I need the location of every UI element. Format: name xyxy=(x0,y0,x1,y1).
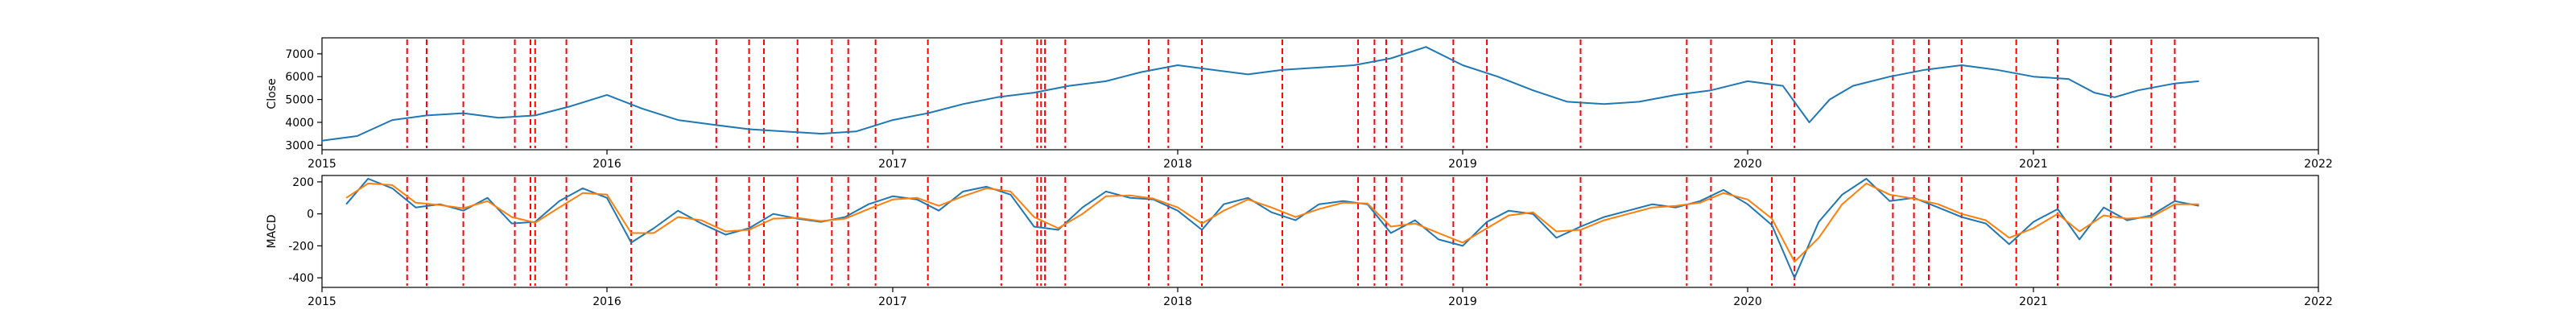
close-y-tick-label: 3000 xyxy=(285,139,314,152)
close-y-tick-label: 4000 xyxy=(285,117,314,130)
macd-panel: -400 -200 0 200 2015 2016 2017 2018 2019 2020 2021… xyxy=(266,175,2333,308)
close-x-tick-label: 2022 xyxy=(2304,158,2333,171)
macd-series-line-1 xyxy=(345,182,2199,263)
close-x-tick-label: 2016 xyxy=(592,158,621,171)
macd-y-tick-label: -200 xyxy=(288,240,314,253)
close-x-tick-label: 2019 xyxy=(1448,158,1477,171)
close-y-tick-label: 6000 xyxy=(285,71,314,84)
close-y-tick-label: 7000 xyxy=(285,48,314,61)
close-x-tick-label: 2017 xyxy=(878,158,907,171)
close-y-axis-label: Close xyxy=(266,78,279,109)
macd-y-tick-label: 200 xyxy=(292,176,314,189)
macd-x-tick-label: 2021 xyxy=(2019,295,2048,308)
macd-x-tick-label: 2017 xyxy=(878,295,907,308)
close-x-tick-label: 2020 xyxy=(1733,158,1762,171)
macd-y-tick-label: 0 xyxy=(307,208,314,221)
macd-x-tick-label: 2020 xyxy=(1733,295,1762,308)
close-x-tick-label: 2018 xyxy=(1163,158,1192,171)
close-panel: 3000 4000 5000 6000 7000 2015 2016 2017 2018 2019… xyxy=(266,37,2333,171)
close-x-tick-label: 2015 xyxy=(308,158,336,171)
macd-x-tick-label: 2019 xyxy=(1448,295,1477,308)
macd-x-tick-label: 2022 xyxy=(2304,295,2333,308)
close-y-tick-label: 5000 xyxy=(285,94,314,107)
macd-x-tick-label: 2018 xyxy=(1163,295,1192,308)
macd-y-tick-label: -400 xyxy=(288,272,314,285)
macd-x-tick-label: 2015 xyxy=(308,295,336,308)
macd-plot-frame xyxy=(321,175,2319,288)
close-x-tick-label: 2021 xyxy=(2019,158,2048,171)
macd-series-line-0 xyxy=(345,178,2199,279)
close-plot-frame xyxy=(321,37,2319,151)
macd-y-axis-label: MACD xyxy=(266,215,279,249)
close-series-line-0 xyxy=(321,46,2199,142)
macd-x-tick-label: 2016 xyxy=(592,295,621,308)
